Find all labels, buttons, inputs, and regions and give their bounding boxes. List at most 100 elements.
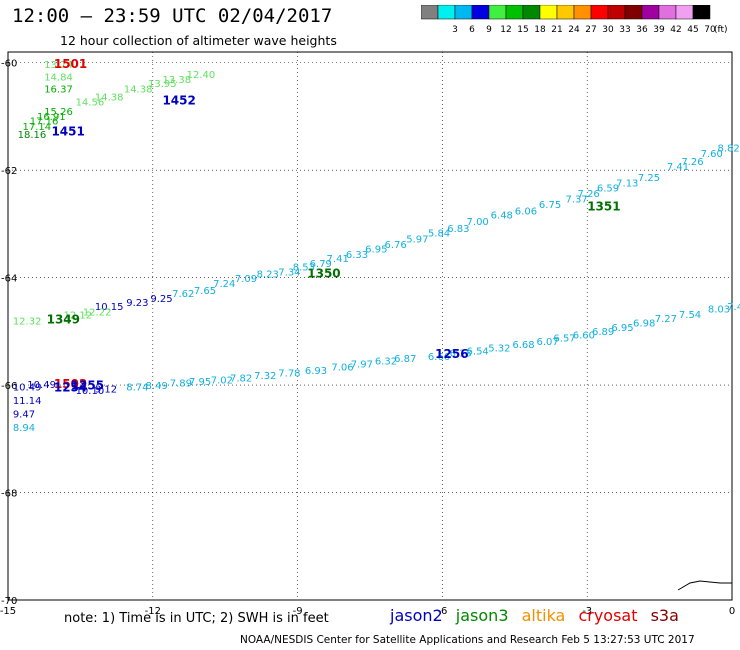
color-scale-label: 6 — [469, 25, 475, 35]
wave-height-value: 10.15 — [95, 302, 124, 313]
wave-height-value: 7.37 — [565, 194, 587, 205]
color-scale-label: 42 — [670, 25, 681, 35]
wave-height-value: 6.98 — [633, 319, 655, 330]
wave-height-value: 15.26 — [44, 107, 73, 118]
color-scale-legend: 3 6 9 12 15 18 21 24 27 30 33 36 39 42 45 70(ft) — [421, 5, 728, 35]
wave-height-value: 6.60 — [573, 330, 595, 341]
wave-height-value: 7.26 — [681, 157, 703, 168]
wave-height-value: 12.32 — [13, 316, 42, 327]
wave-height-value: 7.65 — [194, 286, 216, 297]
wave-height-value: 7.97 — [351, 359, 373, 370]
wave-height-value: 5.97 — [406, 235, 428, 246]
longitude-tick-label: -6 — [437, 606, 447, 617]
latitude-tick-label: -70 — [1, 596, 17, 607]
wave-height-value: 6.57 — [553, 334, 575, 345]
wave-height-value: 6.79 — [310, 259, 332, 270]
wave-height-value: 6.13 — [450, 349, 472, 360]
wave-height-value: 14.38 — [124, 84, 153, 95]
longitude-tick-label: -3 — [582, 606, 592, 617]
wave-height-value: 7.62 — [172, 289, 194, 300]
color-scale-label: 39 — [653, 25, 665, 35]
color-scale-label: 12 — [500, 25, 511, 35]
wave-height-value: 7.43 — [727, 302, 740, 313]
color-scale-label: 21 — [551, 25, 562, 35]
wave-height-value: 6.75 — [539, 200, 561, 211]
pass-time-label: 1501 — [54, 57, 87, 71]
color-scale-label: 9 — [486, 25, 492, 35]
wave-height-value: 7.26 — [578, 189, 600, 200]
wave-height-value: 13.38 — [162, 75, 191, 86]
wave-height-value: 7.24 — [213, 279, 235, 290]
credit-line: NOAA/NESDIS Center for Satellite Applica… — [240, 634, 695, 646]
longitude-tick-label: -15 — [0, 606, 16, 617]
wave-height-value: 8.03 — [708, 305, 730, 316]
longitude-tick-label: -12 — [145, 606, 161, 617]
pass-time-label: 1351 — [587, 199, 620, 213]
color-scale-unit: (ft) — [714, 25, 728, 35]
wave-height-value: 16.91 — [37, 112, 66, 123]
wave-height-value: 7.02 — [211, 375, 233, 386]
wave-height-value: 9.23 — [126, 298, 148, 309]
wave-height-value: 7.00 — [467, 217, 489, 228]
longitude-tick-label: 0 — [729, 606, 735, 617]
wave-height-value: 6.06 — [515, 206, 537, 217]
wave-height-value: 12.12 — [64, 310, 93, 321]
pass-time-label: 1350 — [307, 267, 340, 281]
wave-height-value: 6.95 — [611, 323, 633, 334]
page-subtitle: 12 hour collection of altimeter wave hei… — [60, 33, 337, 48]
color-scale-label: 15 — [517, 25, 528, 35]
wave-height-value: 7.82 — [230, 373, 252, 384]
wave-height-value: 6.54 — [467, 346, 489, 357]
pass-time-label: 1503 — [54, 377, 87, 391]
pass-time-label: 1452 — [162, 94, 195, 108]
wave-height-value: 6.48 — [491, 211, 513, 222]
wave-height-value: 8.94 — [13, 423, 35, 434]
longitude-tick-label: -9 — [293, 606, 303, 617]
wave-height-value: 7.41 — [327, 254, 349, 265]
wave-height-value: 8.74 — [126, 382, 148, 393]
wave-height-value: 7.54 — [679, 310, 701, 321]
wave-height-value: 14.38 — [95, 92, 124, 103]
color-scale-label: 36 — [636, 25, 648, 35]
wave-height-value: 9.12 — [95, 385, 117, 396]
pass-time-label: 1349 — [47, 312, 80, 326]
wave-height-value: 7.25 — [638, 173, 660, 184]
wave-height-value: 7.09 — [235, 274, 257, 285]
color-scale-label: 27 — [585, 25, 596, 35]
legend-altika: altika — [521, 606, 566, 625]
wave-height-value: 5.84 — [428, 228, 450, 239]
latitude-tick-label: -64 — [1, 274, 17, 285]
wave-height-value: 7.27 — [655, 314, 677, 325]
wave-height-value: 6.83 — [447, 224, 469, 235]
color-scale-label: 18 — [534, 25, 546, 35]
wave-height-value: 7.95 — [189, 377, 211, 388]
wave-height-value: 9.25 — [150, 294, 172, 305]
wave-height-value: 9.47 — [13, 409, 35, 420]
legend-jason2: jason2 — [390, 606, 443, 625]
latitude-tick-label: -66 — [1, 381, 17, 392]
wave-height-value: 8.53 — [293, 263, 315, 274]
color-scale-label: 30 — [602, 25, 614, 35]
wave-height-value: 6.93 — [305, 366, 327, 377]
page-title: 12:00 – 23:59 UTC 02/04/2017 — [12, 5, 333, 27]
color-scale-label: 3 — [452, 25, 458, 35]
wave-height-value: 7.60 — [701, 149, 723, 160]
wave-height-value: 6.33 — [346, 250, 368, 261]
color-swatch — [692, 5, 711, 20]
wave-height-value: 7.32 — [254, 371, 276, 382]
wave-height-value: 12.22 — [83, 307, 112, 318]
satellite-legend: jason2 jason3 altika cryosat s3a — [390, 606, 687, 625]
wave-height-value: 10.49 — [13, 382, 42, 393]
wave-height-value: 6.76 — [384, 240, 406, 251]
wave-height-value: 6.87 — [394, 354, 416, 365]
wave-height-value: 16.37 — [44, 84, 73, 95]
color-scale-label: 45 — [687, 25, 698, 35]
wave-height-value: 6.07 — [537, 337, 559, 348]
pass-time-label: 1451 — [51, 124, 84, 138]
color-scale-label: 70 — [704, 25, 716, 35]
wave-height-value: 7.34 — [278, 267, 300, 278]
map-gridlines — [8, 52, 732, 601]
color-scale-label: 24 — [568, 25, 580, 35]
